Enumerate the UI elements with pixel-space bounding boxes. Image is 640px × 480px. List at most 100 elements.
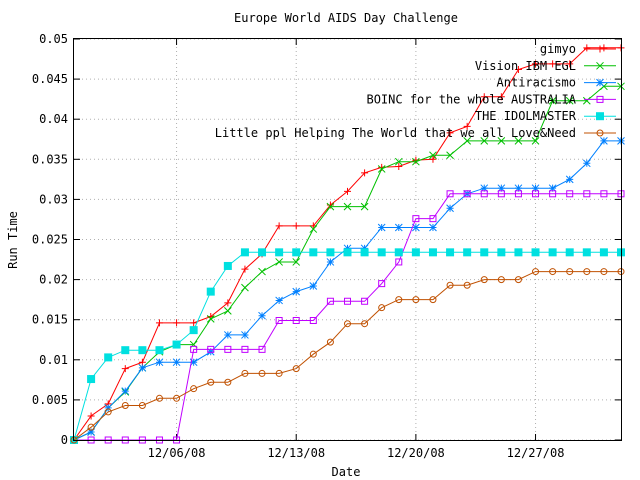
series-0 — [70, 44, 625, 444]
data-point — [582, 159, 591, 168]
data-point — [360, 248, 369, 257]
data-point — [549, 60, 557, 68]
data-point — [549, 268, 557, 276]
legend-entry: BOINC for the whole AUSTRALIA — [366, 92, 616, 106]
data-point — [531, 137, 540, 145]
y-tick-label: 0.04 — [39, 112, 68, 126]
data-point — [309, 317, 317, 325]
data-point — [463, 122, 471, 130]
data-point — [514, 248, 523, 257]
data-point — [292, 258, 301, 266]
data-point — [292, 248, 301, 257]
data-point — [343, 244, 352, 253]
data-point — [309, 248, 318, 257]
data-point — [429, 155, 437, 163]
data-point — [258, 345, 266, 353]
data-point — [582, 96, 591, 105]
data-point — [497, 190, 505, 198]
data-point — [600, 268, 608, 276]
series-2 — [70, 137, 625, 444]
data-point — [548, 184, 557, 193]
data-point — [121, 402, 129, 410]
series-4 — [70, 248, 625, 444]
data-point — [258, 267, 266, 276]
legend-entry: THE IDOLMASTER — [475, 109, 616, 123]
data-point — [596, 78, 604, 87]
data-point — [155, 346, 164, 355]
x-tick-label: 12/13/08 — [267, 446, 325, 460]
series-5 — [70, 268, 625, 444]
data-point — [566, 190, 574, 198]
data-point — [549, 190, 557, 198]
data-point — [240, 248, 249, 257]
data-point — [189, 340, 198, 349]
legend: gimyo Vision IBM EGL Antiracismo BOINC for … — [215, 42, 616, 140]
y-tick-label: 0.035 — [32, 152, 68, 166]
data-point — [446, 190, 454, 198]
data-point — [429, 223, 437, 232]
data-point — [275, 369, 283, 377]
data-point — [446, 204, 454, 213]
data-point — [275, 258, 283, 266]
data-point — [600, 137, 608, 145]
data-point — [241, 265, 249, 273]
data-point — [377, 165, 386, 173]
data-point — [241, 283, 249, 292]
data-point — [412, 156, 420, 164]
data-point — [292, 222, 300, 230]
data-point — [223, 307, 232, 315]
data-point — [309, 225, 318, 233]
data-point — [480, 137, 489, 145]
x-axis-label: Date — [332, 465, 361, 479]
data-point — [377, 223, 386, 232]
data-point — [480, 184, 489, 193]
data-point — [395, 163, 403, 171]
data-point — [207, 345, 215, 353]
data-point — [596, 95, 604, 103]
data-point — [121, 387, 130, 395]
data-point — [155, 319, 163, 327]
data-point — [292, 317, 300, 325]
data-point — [87, 412, 95, 420]
data-point — [497, 184, 506, 193]
data-point — [172, 340, 181, 349]
data-point — [309, 282, 318, 290]
series-line — [74, 193, 621, 441]
data-point — [326, 338, 334, 346]
data-point — [480, 276, 488, 284]
data-point — [411, 248, 420, 257]
data-point — [241, 345, 249, 353]
series-line — [73, 271, 621, 441]
data-point — [583, 268, 591, 276]
data-point — [463, 137, 472, 145]
data-point — [326, 258, 335, 266]
legend-entry: Little ppl Helping The World that we all… — [215, 126, 616, 140]
data-point — [206, 315, 215, 323]
data-point — [394, 157, 403, 166]
y-tick-label: 0 — [61, 433, 68, 447]
series-3 — [70, 190, 625, 444]
data-point — [596, 112, 604, 121]
data-point — [344, 320, 351, 328]
data-point — [173, 394, 181, 402]
data-point — [596, 45, 604, 53]
data-point — [104, 353, 113, 362]
data-point — [275, 222, 283, 230]
data-point — [224, 378, 232, 386]
legend-entry: gimyo — [540, 42, 616, 56]
data-point — [446, 281, 454, 289]
data-point — [343, 202, 352, 211]
data-point — [514, 137, 523, 145]
data-point — [428, 248, 437, 257]
data-point — [565, 175, 574, 184]
data-point — [360, 202, 369, 211]
data-point — [378, 304, 386, 312]
data-point — [207, 378, 215, 386]
legend-label: gimyo — [540, 42, 576, 56]
y-tick-label: 0.015 — [32, 313, 68, 327]
data-point — [292, 365, 300, 373]
legend-label: Little ppl Helping The World that we all… — [215, 126, 576, 140]
data-point — [361, 297, 369, 305]
data-point — [446, 151, 454, 160]
